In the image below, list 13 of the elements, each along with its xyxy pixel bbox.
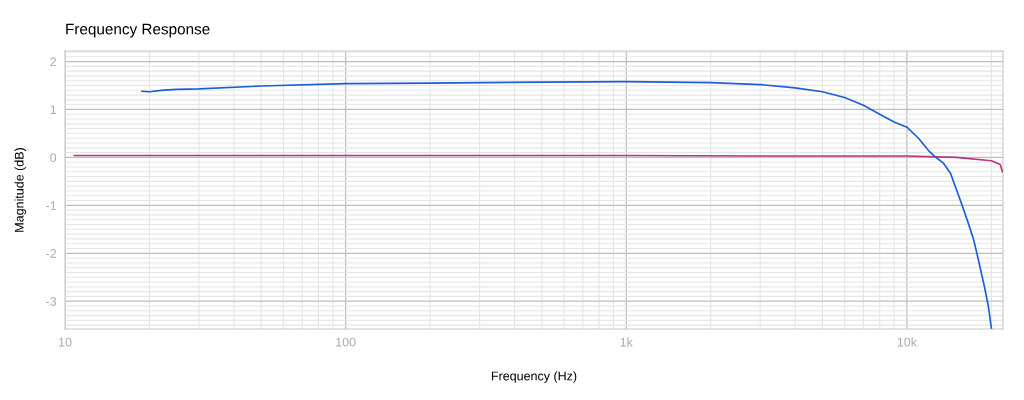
chart-title: Frequency Response	[66, 23, 210, 38]
y-tick-label: -3	[46, 297, 57, 306]
x-tick-label: 100	[336, 337, 356, 347]
y-tick-label: 0	[50, 153, 57, 163]
y-tick-label: 1	[50, 105, 57, 115]
x-tick-label: 10	[59, 337, 72, 347]
x-tick-label: 1k	[620, 337, 633, 347]
x-axis-title: Frequency (Hz)	[491, 371, 577, 383]
y-tick-label: -2	[46, 249, 57, 258]
y-axis-title: Magnitude (dB)	[14, 148, 27, 232]
y-tick-label: -1	[46, 201, 57, 210]
x-tick-label: 10k	[897, 337, 917, 347]
y-tick-label: 2	[50, 57, 57, 67]
